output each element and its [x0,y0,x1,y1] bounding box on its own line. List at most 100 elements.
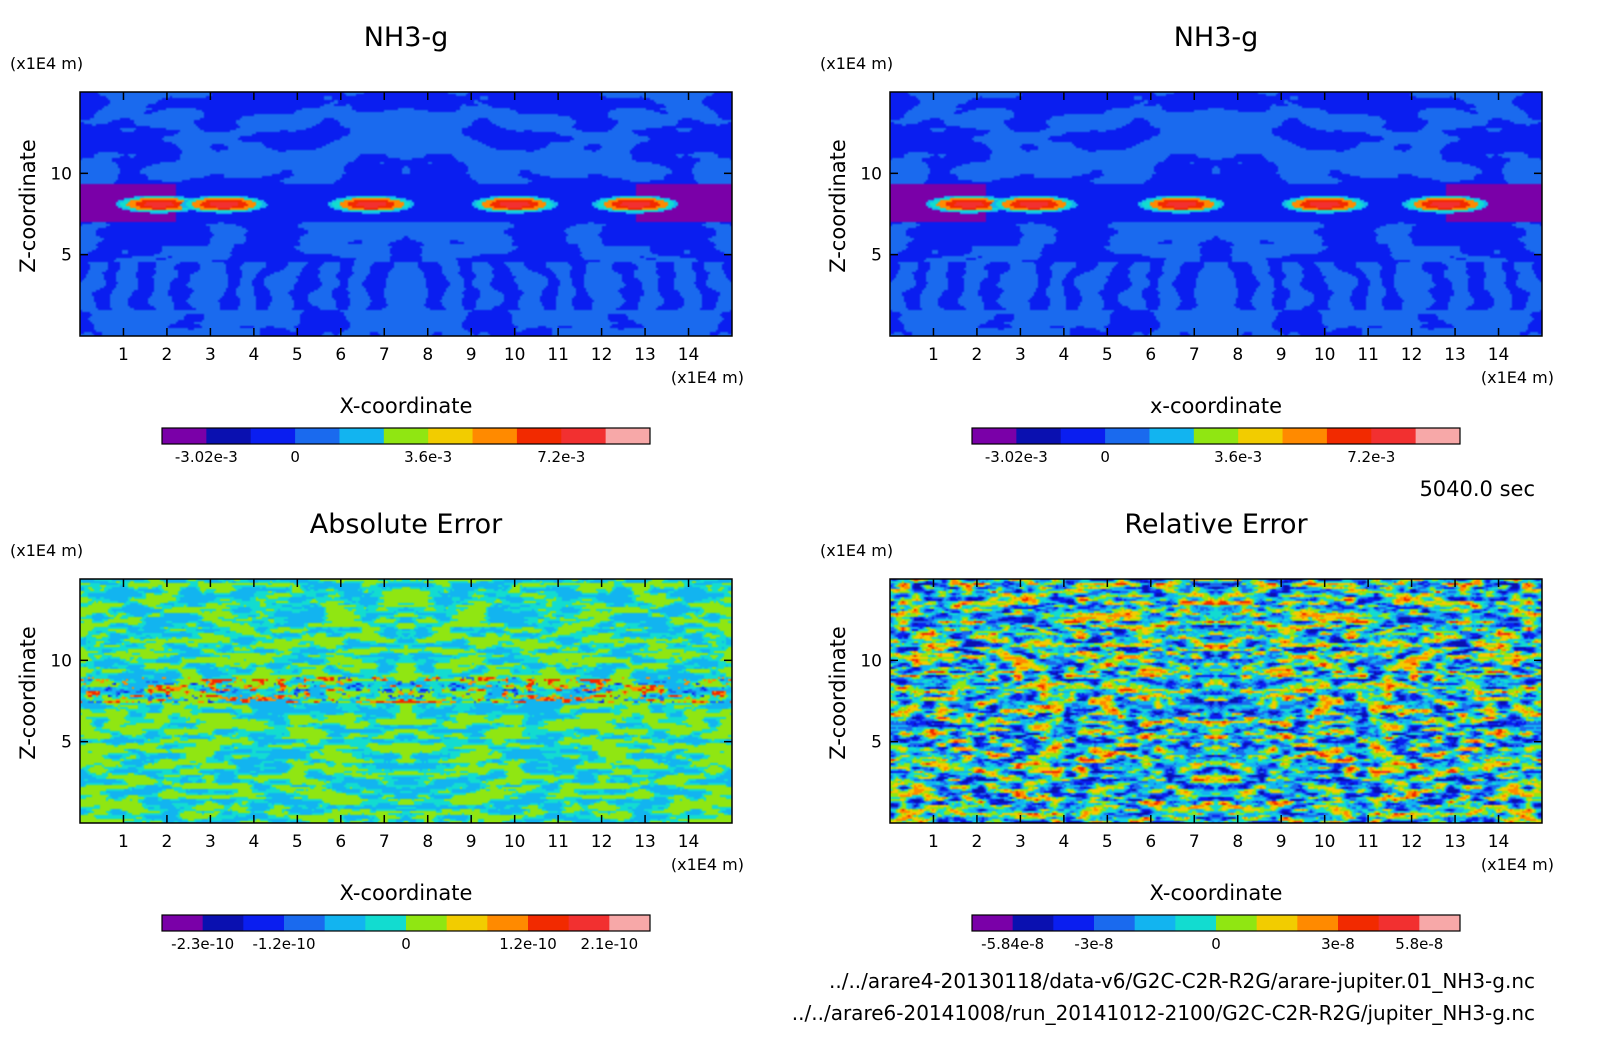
colorbar-swatch [250,428,296,444]
x-axis-label: X-coordinate [340,394,473,418]
x-tick-label: 4 [1058,345,1069,365]
colorbar-label: 0 [1211,935,1221,953]
x-tick-label: 5 [1102,345,1113,365]
panel-title: Absolute Error [310,509,503,540]
colorbar-swatch [383,428,429,444]
x-tick-label: 10 [1314,345,1336,365]
y-tick-label: 10 [860,164,882,184]
x-tick-label: 4 [248,345,259,365]
colorbar-swatch [206,428,252,444]
x-tick-label: 3 [205,345,216,365]
x-tick-label: 3 [1015,345,1026,365]
colorbar-label: -5.84e-8 [981,935,1044,953]
colorbar-swatch [472,428,518,444]
colorbar-label: 3e-8 [1321,935,1355,953]
y-axis-label: Z-coordinate [16,626,40,760]
x-tick-label: 4 [1058,832,1069,852]
x-tick-label: 9 [1276,832,1287,852]
colorbar-swatch [1326,428,1372,444]
colorbar-swatch [1415,428,1461,444]
colorbar-label: 7.2e-3 [537,448,585,466]
colorbar-swatch [1256,915,1298,931]
colorbar-swatch [487,915,529,931]
colorbar-frame [161,427,651,445]
colorbar-swatch [243,915,285,931]
x-tick-label: 8 [422,345,433,365]
y-tick-label: 5 [871,246,882,266]
colorbar-swatch [561,428,607,444]
x-tick-label: 13 [634,345,656,365]
x-tick-label: 14 [1488,345,1510,365]
x-tick-label: 2 [162,345,173,365]
plot-frame [889,578,1543,824]
colorbar-label: 7.2e-3 [1347,448,1395,466]
panel-4: Relative Error(x1E4 m)1 2 3 4 5 6 7 8 9 10 11 12 13 1… [820,509,1554,953]
y-tick-label: 5 [61,246,72,266]
heatmap-field [80,92,732,336]
colorbar-swatch [1378,915,1420,931]
colorbar-swatch [1371,428,1417,444]
heatmap-field [80,579,732,823]
x-axis-label: X-coordinate [340,881,473,905]
x-tick-label: 8 [1232,345,1243,365]
colorbar-label: 5.8e-8 [1395,935,1443,953]
colorbar-swatch [609,915,651,931]
x-tick-label: 2 [972,832,983,852]
panel-2: NH3-g(x1E4 m)1 2 3 4 5 6 7 8 9 10 11 12 13 14510(x1E4… [820,22,1554,466]
panel-title: NH3-g [364,22,449,53]
x-unit-label: (x1E4 m) [671,368,744,387]
y-tick-label: 5 [871,733,882,753]
colorbar-swatch [1012,915,1054,931]
colorbar-label: -1.2e-10 [253,935,316,953]
x-tick-label: 6 [335,832,346,852]
y-unit-label: (x1E4 m) [820,541,893,560]
colorbar-label: 2.1e-10 [581,935,639,953]
panel-title: NH3-g [1174,22,1259,53]
x-tick-label: 2 [972,345,983,365]
colorbar-frame [971,914,1461,932]
x-tick-label: 7 [379,832,390,852]
colorbar-swatch [1134,915,1176,931]
colorbar-swatch [162,428,207,444]
colorbar-swatch [1282,428,1328,444]
colorbar-swatch [1175,915,1217,931]
colorbar-swatch [1297,915,1339,931]
x-tick-label: 1 [118,345,129,365]
x-tick-label: 11 [547,345,569,365]
x-tick-label: 11 [1357,345,1379,365]
x-tick-label: 10 [504,345,526,365]
x-axis-label: x-coordinate [1150,394,1282,418]
colorbar-label: 1.2e-10 [499,935,557,953]
colorbar-swatch [1149,428,1195,444]
x-tick-label: 10 [1314,832,1336,852]
x-tick-label: 6 [1145,345,1156,365]
x-tick-label: 6 [1145,832,1156,852]
colorbar-swatch [1238,428,1284,444]
x-axis-label: X-coordinate [1150,881,1283,905]
colorbar-label: 0 [1100,448,1110,466]
x-unit-label: (x1E4 m) [671,855,744,874]
x-tick-label: 8 [422,832,433,852]
x-tick-label: 1 [928,345,939,365]
x-tick-label: 5 [292,832,303,852]
colorbar-swatch [446,915,488,931]
x-tick-label: 1 [118,832,129,852]
colorbar-swatch [339,428,385,444]
y-tick-label: 10 [50,651,72,671]
colorbar-label: -2.3e-10 [171,935,234,953]
x-tick-label: 5 [292,345,303,365]
x-tick-label: 1 [928,832,939,852]
x-unit-label: (x1E4 m) [1481,368,1554,387]
x-tick-label: 10 [504,832,526,852]
plot-frame [79,91,733,337]
x-tick-label: 11 [547,832,569,852]
y-tick-label: 5 [61,733,72,753]
x-tick-label: 14 [678,832,700,852]
x-tick-label: 3 [1015,832,1026,852]
x-tick-label: 5 [1102,832,1113,852]
source-file-2: ../../arare6-20141008/run_20141012-2100/… [792,1001,1535,1025]
colorbar-swatch [1338,915,1380,931]
colorbar-swatch [295,428,340,444]
colorbar-swatch [516,428,562,444]
colorbar-swatch [406,915,448,931]
